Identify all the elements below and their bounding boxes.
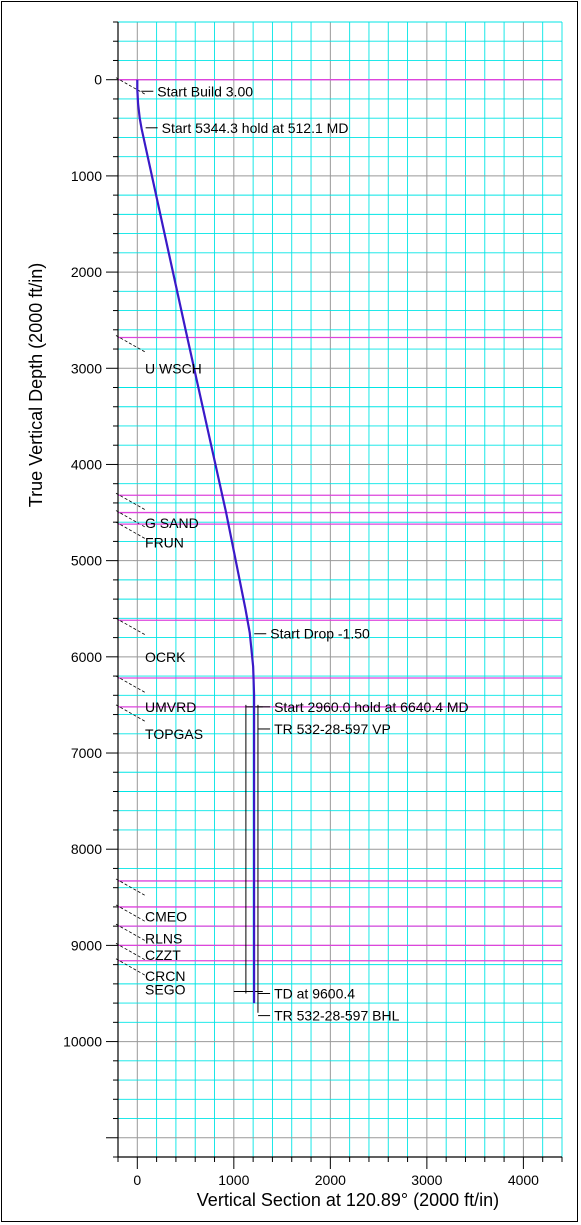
y-tick-label: 10000 — [63, 1034, 102, 1050]
y-tick-label: 1000 — [71, 168, 102, 184]
formation-label: U WSCH — [145, 360, 202, 376]
formation-label: OCRK — [145, 649, 186, 665]
formation-leader — [115, 617, 146, 636]
x-axis-label: Vertical Section at 120.89° (2000 ft/in) — [197, 1190, 499, 1210]
annotation-label: TD at 9600.4 — [274, 985, 355, 1001]
x-tick-label: 4000 — [508, 1172, 539, 1188]
y-tick-label: 9000 — [71, 937, 102, 953]
y-tick-label: 0 — [94, 72, 102, 88]
annotation-label: Start 2960.0 hold at 6640.4 MD — [274, 699, 469, 715]
formation-label: CRCN — [145, 968, 185, 984]
y-tick-label: 4000 — [71, 456, 102, 472]
formation-label: UMVRD — [145, 699, 196, 715]
annotation-label: Start 5344.3 hold at 512.1 MD — [162, 120, 349, 136]
annotation-label: TR 532-28-597 BHL — [274, 1008, 400, 1024]
formation-leader — [115, 878, 146, 896]
formation-leader — [115, 923, 146, 941]
annotation-label: TR 532-28-597 VP — [274, 721, 391, 737]
formation-label: CMEO — [145, 909, 187, 925]
formation-leader — [115, 335, 146, 353]
y-axis-label: True Vertical Depth (2000 ft/in) — [26, 263, 46, 507]
y-tick-label: 5000 — [71, 553, 102, 569]
x-tick-label: 1000 — [218, 1172, 249, 1188]
annotation-label: Start Drop -1.50 — [270, 626, 370, 642]
formation-leader — [115, 904, 146, 922]
formation-leader — [115, 958, 146, 976]
x-tick-label: 0 — [133, 1172, 141, 1188]
formation-leader — [115, 521, 146, 539]
formation-label: G SAND — [145, 515, 199, 531]
x-tick-label: 2000 — [315, 1172, 346, 1188]
formation-label: CZZT — [145, 947, 181, 963]
y-tick-label: 6000 — [71, 649, 102, 665]
y-tick-label: 2000 — [71, 264, 102, 280]
formation-leader — [115, 943, 146, 961]
formation-label: FRUN — [145, 534, 184, 550]
formation-label: TOPGAS — [145, 726, 203, 742]
formation-label: RLNS — [145, 931, 182, 947]
annotation-label: Start Build 3.00 — [157, 83, 253, 99]
y-tick-label: 8000 — [71, 841, 102, 857]
wellpath-series — [136, 79, 256, 1004]
formation-leader — [115, 77, 146, 95]
y-tick-label: 7000 — [71, 745, 102, 761]
x-tick-label: 3000 — [411, 1172, 442, 1188]
y-tick-label: 3000 — [71, 360, 102, 376]
formation-leader — [115, 675, 146, 693]
formation-leader — [115, 704, 146, 722]
formation-label: SEGO — [145, 982, 186, 998]
formation-leader — [115, 492, 146, 511]
